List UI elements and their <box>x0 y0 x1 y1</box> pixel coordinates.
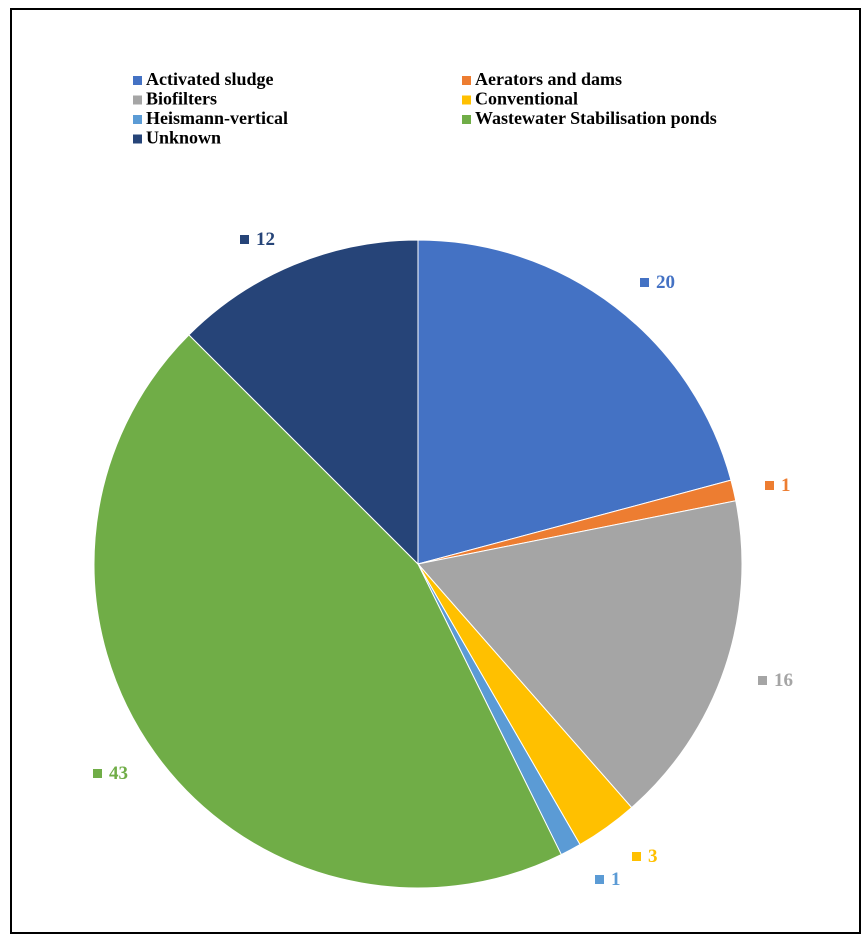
legend-label-wastewater-stabilisation-ponds: Wastewater Stabilisation ponds <box>475 108 717 128</box>
legend-item-unknown: Unknown <box>133 128 221 148</box>
legend-label-activated-sludge: Activated sludge <box>146 69 274 89</box>
data-label-activated-sludge: 20 <box>640 272 675 293</box>
legend-swatch-activated-sludge <box>133 76 142 85</box>
legend-item-heismann-vertical: Heismann-vertical <box>133 108 288 128</box>
data-label-wastewater-stabilisation-ponds: 43 <box>93 763 128 784</box>
data-label-value-heismann-vertical: 1 <box>611 869 621 890</box>
legend-label-unknown: Unknown <box>146 128 221 148</box>
slice-biofilters <box>417 500 743 809</box>
legend-item-activated-sludge: Activated sludge <box>133 69 274 89</box>
slice-wastewater-stabilisation-ponds <box>93 334 562 889</box>
legend-item-aerators-and-dams: Aerators and dams <box>462 69 622 89</box>
legend-label-aerators-and-dams: Aerators and dams <box>475 69 622 89</box>
data-label-swatch-heismann-vertical <box>595 875 604 884</box>
legend-item-conventional: Conventional <box>462 89 578 109</box>
data-label-value-conventional: 3 <box>648 846 658 867</box>
legend-label-conventional: Conventional <box>475 89 578 109</box>
legend-label-biofilters: Biofilters <box>146 89 217 109</box>
data-label-value-aerators-and-dams: 1 <box>781 475 791 496</box>
data-label-value-wastewater-stabilisation-ponds: 43 <box>109 763 128 784</box>
data-label-aerators-and-dams: 1 <box>765 475 791 496</box>
data-label-value-activated-sludge: 20 <box>656 272 675 293</box>
legend-item-biofilters: Biofilters <box>133 89 217 109</box>
legend: Activated sludge Aerators and dams Biofilt… <box>133 69 717 148</box>
data-label-conventional: 3 <box>632 846 658 867</box>
legend-swatch-wastewater-stabilisation-ponds <box>462 115 471 124</box>
data-label-biofilters: 16 <box>758 670 793 691</box>
data-label-swatch-conventional <box>632 852 641 861</box>
legend-swatch-biofilters <box>133 95 142 105</box>
data-label-swatch-activated-sludge <box>640 278 649 287</box>
data-label-swatch-aerators-and-dams <box>765 481 774 490</box>
pie-slices <box>93 239 743 889</box>
slice-unknown <box>188 239 419 566</box>
legend-item-wastewater-stabilisation-ponds: Wastewater Stabilisation ponds <box>462 108 717 128</box>
data-label-swatch-wastewater-stabilisation-ponds <box>93 769 102 778</box>
legend-swatch-unknown <box>133 134 142 144</box>
legend-swatch-heismann-vertical <box>133 115 142 124</box>
data-label-value-biofilters: 16 <box>774 670 793 691</box>
legend-label-heismann-vertical: Heismann-vertical <box>146 108 288 128</box>
legend-swatch-conventional <box>462 95 471 105</box>
data-label-unknown: 12 <box>240 229 275 250</box>
data-label-swatch-unknown <box>240 235 249 244</box>
legend-swatch-aerators-and-dams <box>462 76 471 85</box>
data-label-heismann-vertical: 1 <box>595 869 621 890</box>
data-label-swatch-biofilters <box>758 676 767 685</box>
data-label-value-unknown: 12 <box>256 229 275 250</box>
slice-activated-sludge <box>417 239 732 565</box>
